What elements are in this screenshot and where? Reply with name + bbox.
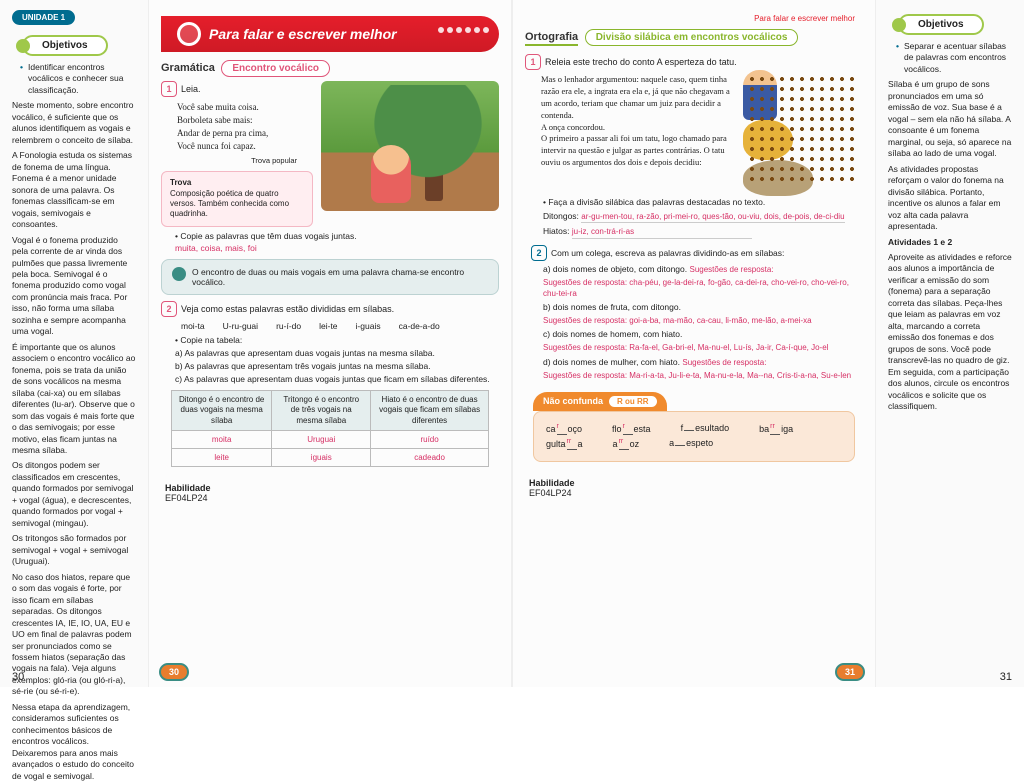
tatu-illustration [743,70,863,190]
para: É importante que os alunos associem o en… [12,342,136,457]
banner-icon [177,22,201,46]
right-sidebar: Objetivos Separar e acentuar sílabas de … [876,0,1024,687]
poem-text: Você sabe muita coisa. Borboleta sabe ma… [177,101,313,153]
left-sidebar: UNIDADE 1 Objetivos Identificar encontro… [0,0,148,687]
objective-item: Identificar encontros vocálicos e conhec… [20,62,136,96]
para: Nessa etapa da aprendizagem, consideramo… [12,702,136,782]
unit-badge: UNIDADE 1 [12,10,75,25]
task-copy2: • Copie na tabela: [175,335,499,345]
objective-item: Separar e acentuar sílabas de palavras c… [896,41,1012,75]
para: Sílaba é um grupo de sons pronunciados e… [888,79,1012,159]
hiatos-line: Hiatos: ju-iz, con-trá-ri-as [543,226,863,238]
page-30: Para falar e escrever melhor Gramática E… [148,0,512,687]
gramatica-heading: Gramática Encontro vocálico [161,60,499,77]
banner-title: Para falar e escrever melhor [209,26,397,42]
trova-callout: Trova Composição poética de quatro verso… [161,171,313,227]
item-c: c) dois nomes de homem, com hiato. [543,329,863,340]
poem-source: Trova popular [161,156,297,165]
page-footer-num: 30 [12,671,24,683]
para: No caso dos hiatos, repare que o som das… [12,572,136,698]
habilidade: HabilidadeEF04LP24 [529,478,863,498]
decor-dots [438,27,489,33]
item-d: d) dois nomes de mulher, com hiato. Suge… [543,357,863,368]
item-c-answer: Sugestões de resposta: Ra-fa-el, Ga-bri-… [543,343,863,353]
para: Os tritongos são formados por semivogal … [12,533,136,567]
subtask: c) As palavras que apresentam duas vogai… [175,374,499,384]
page-number-badge: 30 [159,663,189,681]
task: • Faça a divisão silábica das palavras d… [543,197,863,208]
exercise-2: 2Veja como estas palavras estão dividida… [161,301,499,317]
subtask: a) As palavras que apresentam duas vogai… [175,348,499,358]
task-copy: • Copie as palavras que têm duas vogais … [175,231,499,241]
exercise-1: 1Releia este trecho do conto A esperteza… [525,54,863,70]
para: Vogal é o fonema produzido pela corrente… [12,235,136,338]
syllable-row: moi-taU-ru-guairu-í-do lei-tei-guaisca-d… [181,321,499,331]
topic-pill: Divisão silábica em encontros vocálicos [585,29,799,46]
para: Atividades 1 e 2 [888,237,1012,248]
objectives-heading: Objetivos [898,14,984,35]
section-banner: Para falar e escrever melhor [161,16,499,52]
exercise-2: 2Com um colega, escreva as palavras divi… [531,245,863,261]
ortografia-heading: Ortografia Divisão silábica em encontros… [525,27,863,50]
nao-confunda-tab: Não confundaR ou RR [533,392,667,411]
para: Neste momento, sobre encontro vocálico, … [12,100,136,146]
page-footer-num: 31 [1000,671,1012,683]
exercise-1: 1Leia. [161,81,313,97]
item-b-answer: Sugestões de resposta: goi-a-ba, ma-mão,… [543,316,863,326]
item-a: a) dois nomes de objeto, com ditongo. Su… [543,264,863,275]
item-b: b) dois nomes de fruta, com ditongo. [543,302,863,313]
item-d-answer: Sugestões de resposta: Ma-ri-a-ta, Ju-li… [543,371,863,381]
task-answer: muita, coisa, mais, foi [175,243,499,253]
definition-box: O encontro de duas ou mais vogais em uma… [161,259,499,295]
classification-table: Ditongo é o encontro de duas vogais na m… [171,390,489,467]
para: A Fonologia estuda os sistemas de fonema… [12,150,136,230]
page-number-badge: 31 [835,663,865,681]
tree-illustration [321,81,499,211]
running-head: Para falar e escrever melhor [525,14,855,23]
subtask: b) As palavras que apresentam três vogai… [175,361,499,371]
habilidade: HabilidadeEF04LP24 [165,483,499,503]
page-31: Para falar e escrever melhor Ortografia … [512,0,876,687]
para: Os ditongos podem ser classificados em c… [12,460,136,529]
para: As atividades propostas reforçam o valor… [888,164,1012,233]
ditongos-line: Ditongos: ar-gu-men-tou, ra-zão, pri-mei… [543,211,863,223]
objectives-heading: Objetivos [22,35,108,56]
para: Aproveite as atividades e reforce aos al… [888,252,1012,413]
topic-pill: Encontro vocálico [221,60,330,77]
item-a-answer: Sugestões de resposta: cha-péu, ge-la-de… [543,278,863,299]
r-rr-box: caroço floresta fesultado barriga gultar… [533,411,855,462]
